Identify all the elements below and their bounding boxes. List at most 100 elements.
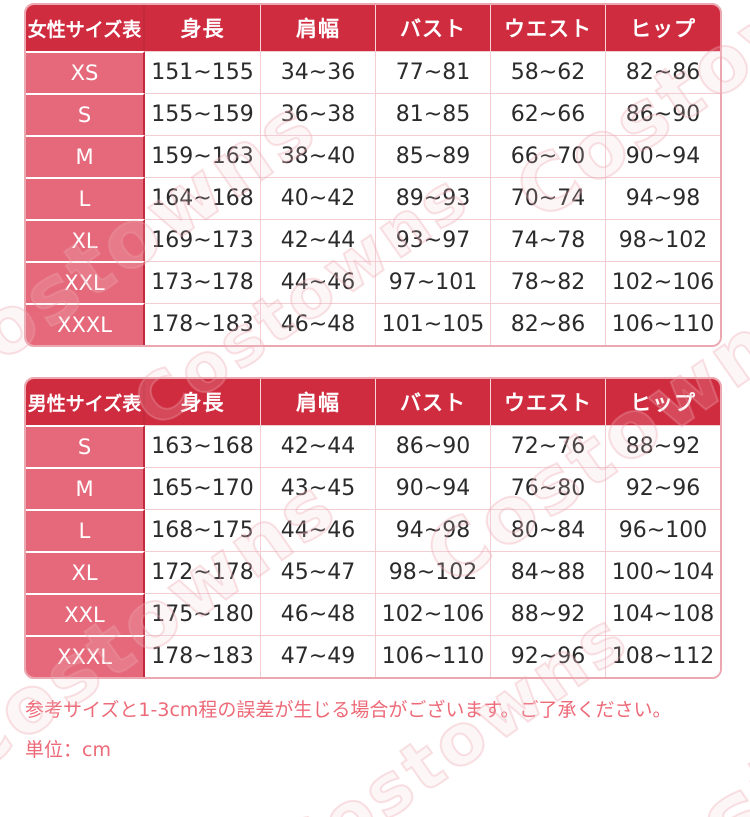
size-label: L bbox=[26, 509, 145, 551]
size-row: XXL 173~178 44~46 97~101 78~82 102~106 bbox=[26, 261, 720, 303]
measurement-cell: 44~46 bbox=[260, 261, 375, 303]
measurement-cell: 94~98 bbox=[605, 177, 720, 219]
measurement-cell: 168~175 bbox=[145, 509, 260, 551]
size-row: M 159~163 38~40 85~89 66~70 90~94 bbox=[26, 135, 720, 177]
column-header: ウエスト bbox=[490, 5, 605, 51]
measurement-cell: 97~101 bbox=[375, 261, 490, 303]
measurement-cell: 88~92 bbox=[490, 593, 605, 635]
size-label: XXXL bbox=[26, 635, 145, 677]
measurement-cell: 86~90 bbox=[605, 93, 720, 135]
measurement-cell: 172~178 bbox=[145, 551, 260, 593]
measurement-cell: 34~36 bbox=[260, 51, 375, 93]
measurement-cell: 42~44 bbox=[260, 219, 375, 261]
size-label: S bbox=[26, 425, 145, 467]
column-header: バスト bbox=[375, 5, 490, 51]
measurement-cell: 44~46 bbox=[260, 509, 375, 551]
size-row: XS 151~155 34~36 77~81 58~62 82~86 bbox=[26, 51, 720, 93]
measurement-cell: 169~173 bbox=[145, 219, 260, 261]
measurement-cell: 101~105 bbox=[375, 303, 490, 345]
measurement-cell: 89~93 bbox=[375, 177, 490, 219]
size-label: XS bbox=[26, 51, 145, 93]
men-size-table: 男性サイズ表 身長 肩幅 バスト ウエスト ヒップ S 163~168 42~44 86~90 72… bbox=[26, 379, 720, 677]
measurement-cell: 94~98 bbox=[375, 509, 490, 551]
column-header: バスト bbox=[375, 379, 490, 425]
unit-note: 単位：cm bbox=[25, 738, 111, 761]
men-size-table-container: 男性サイズ表 身長 肩幅 バスト ウエスト ヒップ S 163~168 42~44 86~90 72… bbox=[24, 377, 722, 679]
table-title: 女性サイズ表 bbox=[26, 5, 145, 51]
column-header: 肩幅 bbox=[260, 379, 375, 425]
measurement-cell: 164~168 bbox=[145, 177, 260, 219]
measurement-cell: 93~97 bbox=[375, 219, 490, 261]
measurement-cell: 178~183 bbox=[145, 635, 260, 677]
table-title: 男性サイズ表 bbox=[26, 379, 145, 425]
measurement-cell: 173~178 bbox=[145, 261, 260, 303]
size-label: M bbox=[26, 467, 145, 509]
size-row: L 164~168 40~42 89~93 70~74 94~98 bbox=[26, 177, 720, 219]
size-row: XL 172~178 45~47 98~102 84~88 100~104 bbox=[26, 551, 720, 593]
column-header: 身長 bbox=[145, 5, 260, 51]
measurement-cell: 40~42 bbox=[260, 177, 375, 219]
measurement-cell: 36~38 bbox=[260, 93, 375, 135]
tolerance-note: 参考サイズと1-3cm程の誤差が生じる場合がございます。ご了承ください。 bbox=[25, 699, 672, 721]
size-row: S 163~168 42~44 86~90 72~76 88~92 bbox=[26, 425, 720, 467]
measurement-cell: 90~94 bbox=[605, 135, 720, 177]
header-row: 女性サイズ表 身長 肩幅 バスト ウエスト ヒップ bbox=[26, 5, 720, 51]
measurement-cell: 45~47 bbox=[260, 551, 375, 593]
column-header: ウエスト bbox=[490, 379, 605, 425]
measurement-cell: 47~49 bbox=[260, 635, 375, 677]
measurement-cell: 86~90 bbox=[375, 425, 490, 467]
measurement-cell: 104~108 bbox=[605, 593, 720, 635]
measurement-cell: 178~183 bbox=[145, 303, 260, 345]
size-label: L bbox=[26, 177, 145, 219]
measurement-cell: 90~94 bbox=[375, 467, 490, 509]
size-row: XXL 175~180 46~48 102~106 88~92 104~108 bbox=[26, 593, 720, 635]
measurement-cell: 82~86 bbox=[490, 303, 605, 345]
size-label: XXXL bbox=[26, 303, 145, 345]
measurement-cell: 159~163 bbox=[145, 135, 260, 177]
measurement-cell: 151~155 bbox=[145, 51, 260, 93]
measurement-cell: 80~84 bbox=[490, 509, 605, 551]
measurement-cell: 92~96 bbox=[605, 467, 720, 509]
measurement-cell: 100~104 bbox=[605, 551, 720, 593]
measurement-cell: 163~168 bbox=[145, 425, 260, 467]
size-label: XXL bbox=[26, 261, 145, 303]
size-row: XXXL 178~183 46~48 101~105 82~86 106~110 bbox=[26, 303, 720, 345]
measurement-cell: 175~180 bbox=[145, 593, 260, 635]
size-label: XL bbox=[26, 219, 145, 261]
measurement-cell: 42~44 bbox=[260, 425, 375, 467]
measurement-cell: 98~102 bbox=[375, 551, 490, 593]
size-row: XL 169~173 42~44 93~97 74~78 98~102 bbox=[26, 219, 720, 261]
measurement-cell: 96~100 bbox=[605, 509, 720, 551]
size-label: M bbox=[26, 135, 145, 177]
measurement-cell: 38~40 bbox=[260, 135, 375, 177]
size-label: XL bbox=[26, 551, 145, 593]
measurement-cell: 108~112 bbox=[605, 635, 720, 677]
measurement-cell: 106~110 bbox=[375, 635, 490, 677]
measurement-cell: 102~106 bbox=[605, 261, 720, 303]
measurement-cell: 84~88 bbox=[490, 551, 605, 593]
column-header: 肩幅 bbox=[260, 5, 375, 51]
size-label: XXL bbox=[26, 593, 145, 635]
size-row: M 165~170 43~45 90~94 76~80 92~96 bbox=[26, 467, 720, 509]
measurement-cell: 72~76 bbox=[490, 425, 605, 467]
measurement-cell: 78~82 bbox=[490, 261, 605, 303]
footnotes: 参考サイズと1-3cm程の誤差が生じる場合がございます。ご了承ください。 単位：… bbox=[24, 699, 750, 763]
measurement-cell: 102~106 bbox=[375, 593, 490, 635]
measurement-cell: 46~48 bbox=[260, 593, 375, 635]
measurement-cell: 76~80 bbox=[490, 467, 605, 509]
measurement-cell: 70~74 bbox=[490, 177, 605, 219]
column-header: ヒップ bbox=[605, 5, 720, 51]
women-size-table: 女性サイズ表 身長 肩幅 バスト ウエスト ヒップ XS 151~155 34~36 77~81 5… bbox=[26, 5, 720, 345]
measurement-cell: 155~159 bbox=[145, 93, 260, 135]
measurement-cell: 77~81 bbox=[375, 51, 490, 93]
measurement-cell: 43~45 bbox=[260, 467, 375, 509]
measurement-cell: 88~92 bbox=[605, 425, 720, 467]
measurement-cell: 92~96 bbox=[490, 635, 605, 677]
measurement-cell: 98~102 bbox=[605, 219, 720, 261]
measurement-cell: 81~85 bbox=[375, 93, 490, 135]
size-row: L 168~175 44~46 94~98 80~84 96~100 bbox=[26, 509, 720, 551]
size-row: XXXL 178~183 47~49 106~110 92~96 108~112 bbox=[26, 635, 720, 677]
column-header: 身長 bbox=[145, 379, 260, 425]
header-row: 男性サイズ表 身長 肩幅 バスト ウエスト ヒップ bbox=[26, 379, 720, 425]
measurement-cell: 82~86 bbox=[605, 51, 720, 93]
